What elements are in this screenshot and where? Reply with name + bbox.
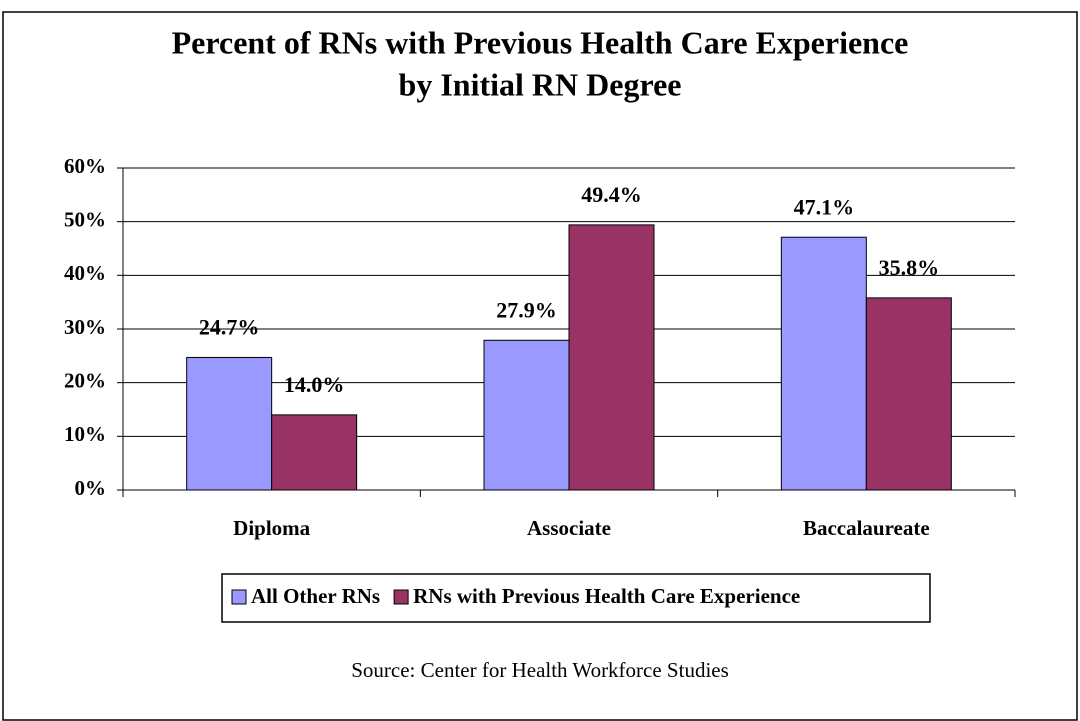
legend-swatch xyxy=(393,589,409,605)
bar xyxy=(780,236,867,491)
legend-label: RNs with Previous Health Care Experience xyxy=(413,584,800,608)
data-label: 27.9% xyxy=(496,297,557,322)
y-tick-label: 20% xyxy=(64,368,106,392)
x-tick-label: Associate xyxy=(527,516,611,540)
data-label: 24.7% xyxy=(199,314,260,339)
legend-box xyxy=(221,573,931,623)
chart-title: Percent of RNs with Previous Health Care… xyxy=(172,24,909,60)
bar xyxy=(271,414,358,491)
y-tick-label: 10% xyxy=(64,422,106,446)
y-tick-label: 40% xyxy=(64,261,106,285)
x-tick-label: Baccalaureate xyxy=(803,516,930,540)
bar xyxy=(568,224,655,491)
bar xyxy=(483,339,570,491)
source-note: Source: Center for Health Workforce Stud… xyxy=(351,658,729,682)
data-label: 14.0% xyxy=(284,372,345,397)
y-tick-label: 50% xyxy=(64,207,106,231)
bar xyxy=(186,356,273,491)
legend-swatch xyxy=(231,589,247,605)
chart-title: by Initial RN Degree xyxy=(399,66,682,102)
legend-label: All Other RNs xyxy=(251,584,380,608)
data-label: 49.4% xyxy=(581,182,642,207)
x-tick-label: Diploma xyxy=(233,516,311,540)
y-tick-label: 30% xyxy=(64,315,106,339)
data-label: 35.8% xyxy=(879,255,940,280)
y-tick-label: 60% xyxy=(64,154,106,178)
data-label: 47.1% xyxy=(794,194,855,219)
y-tick-label: 0% xyxy=(75,476,107,500)
bar xyxy=(865,297,952,491)
